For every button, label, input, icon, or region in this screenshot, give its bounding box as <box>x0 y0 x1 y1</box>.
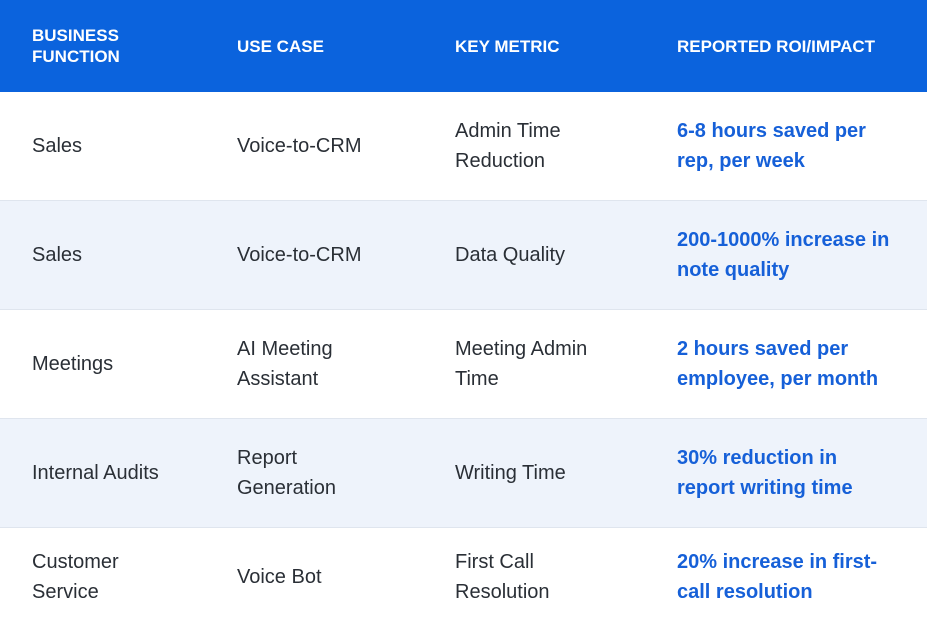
table-cell: Meetings <box>32 353 114 375</box>
table-cell: Meeting Admin Time <box>455 338 588 390</box>
table-cell: Report Generation <box>237 447 336 499</box>
header-cell: USE CASE <box>237 36 324 56</box>
table-cell: Data Quality <box>455 244 566 266</box>
table-cell: Voice-to-CRM <box>237 244 362 266</box>
table-row: Internal Audits Report Generation Writing … <box>0 419 927 528</box>
table-row: Customer Service Voice Bot First Call Reso… <box>0 528 927 625</box>
table-row: Sales Voice-to-CRM Admin Time Reduction 6-8… <box>0 92 927 201</box>
table-cell: Voice-to-CRM <box>237 135 362 157</box>
impact-cell: 20% increase in first-call resolution <box>677 551 878 603</box>
table-cell: Sales <box>32 244 83 266</box>
table-cell: Admin Time Reduction <box>455 120 561 172</box>
impact-cell: 2 hours saved per employee, per month <box>677 338 879 390</box>
header-cell: BUSINESS FUNCTION <box>32 26 120 66</box>
impact-cell: 30% reduction in report writing time <box>677 447 853 499</box>
table-cell: Customer Service <box>32 551 119 603</box>
table-cell: Sales <box>32 135 83 157</box>
impact-cell: 200-1000% increase in note quality <box>677 229 890 281</box>
table-cell: Writing Time <box>455 462 566 484</box>
table-cell: Voice Bot <box>237 566 322 588</box>
table-cell: Internal Audits <box>32 462 159 484</box>
table-cell: AI Meeting Assistant <box>237 338 333 390</box>
header-cell: REPORTED ROI/IMPACT <box>677 36 876 56</box>
impact-cell: 6-8 hours saved per rep, per week <box>677 120 866 172</box>
table-row: Meetings AI Meeting Assistant Meeting Admi… <box>0 310 927 419</box>
table-row: Sales Voice-to-CRM Data Quality 200-1000% i… <box>0 201 927 310</box>
header-row: BUSINESS FUNCTION USE CASE KEY METRIC REPOR… <box>0 0 927 92</box>
table-cell: First Call Resolution <box>455 551 550 603</box>
header-cell: KEY METRIC <box>455 36 560 56</box>
